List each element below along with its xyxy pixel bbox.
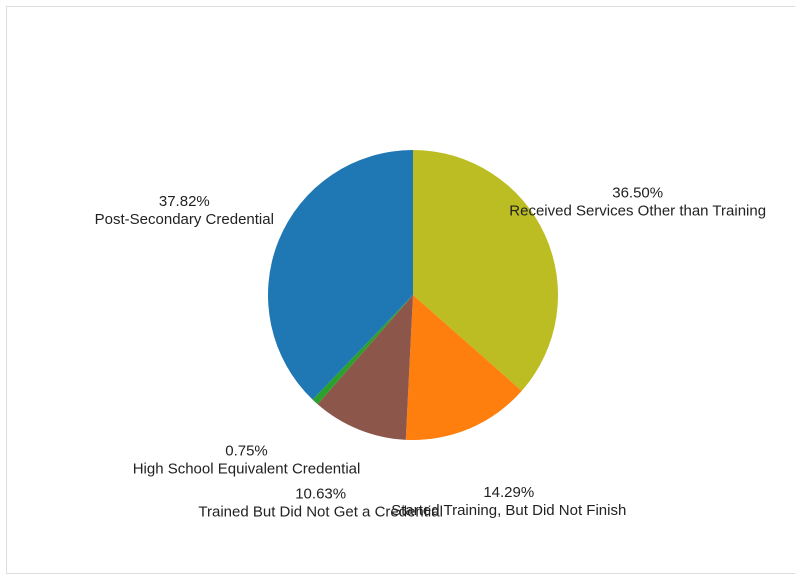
slice-percent: 14.29%	[483, 484, 534, 501]
pie-slice	[413, 150, 559, 391]
pie-slice	[405, 295, 522, 440]
slice-label: Started Training, But Did Not Finish	[391, 502, 626, 519]
frame	[6, 6, 795, 574]
slice-percent: 10.63%	[295, 485, 346, 502]
pie-slice	[317, 295, 413, 440]
slice-percent: 37.82%	[159, 193, 210, 210]
pie-slice	[312, 295, 413, 405]
slice-label: Post-Secondary Credential	[95, 211, 274, 228]
slice-label: Trained But Did Not Get a Credential	[198, 503, 443, 520]
slice-percent: 36.50%	[612, 185, 663, 202]
slice-label: High School Equivalent Credential	[133, 461, 361, 478]
slice-label: Received Services Other than Training	[509, 203, 766, 220]
pie-slice	[267, 150, 413, 400]
slice-percent: 0.75%	[225, 443, 268, 460]
